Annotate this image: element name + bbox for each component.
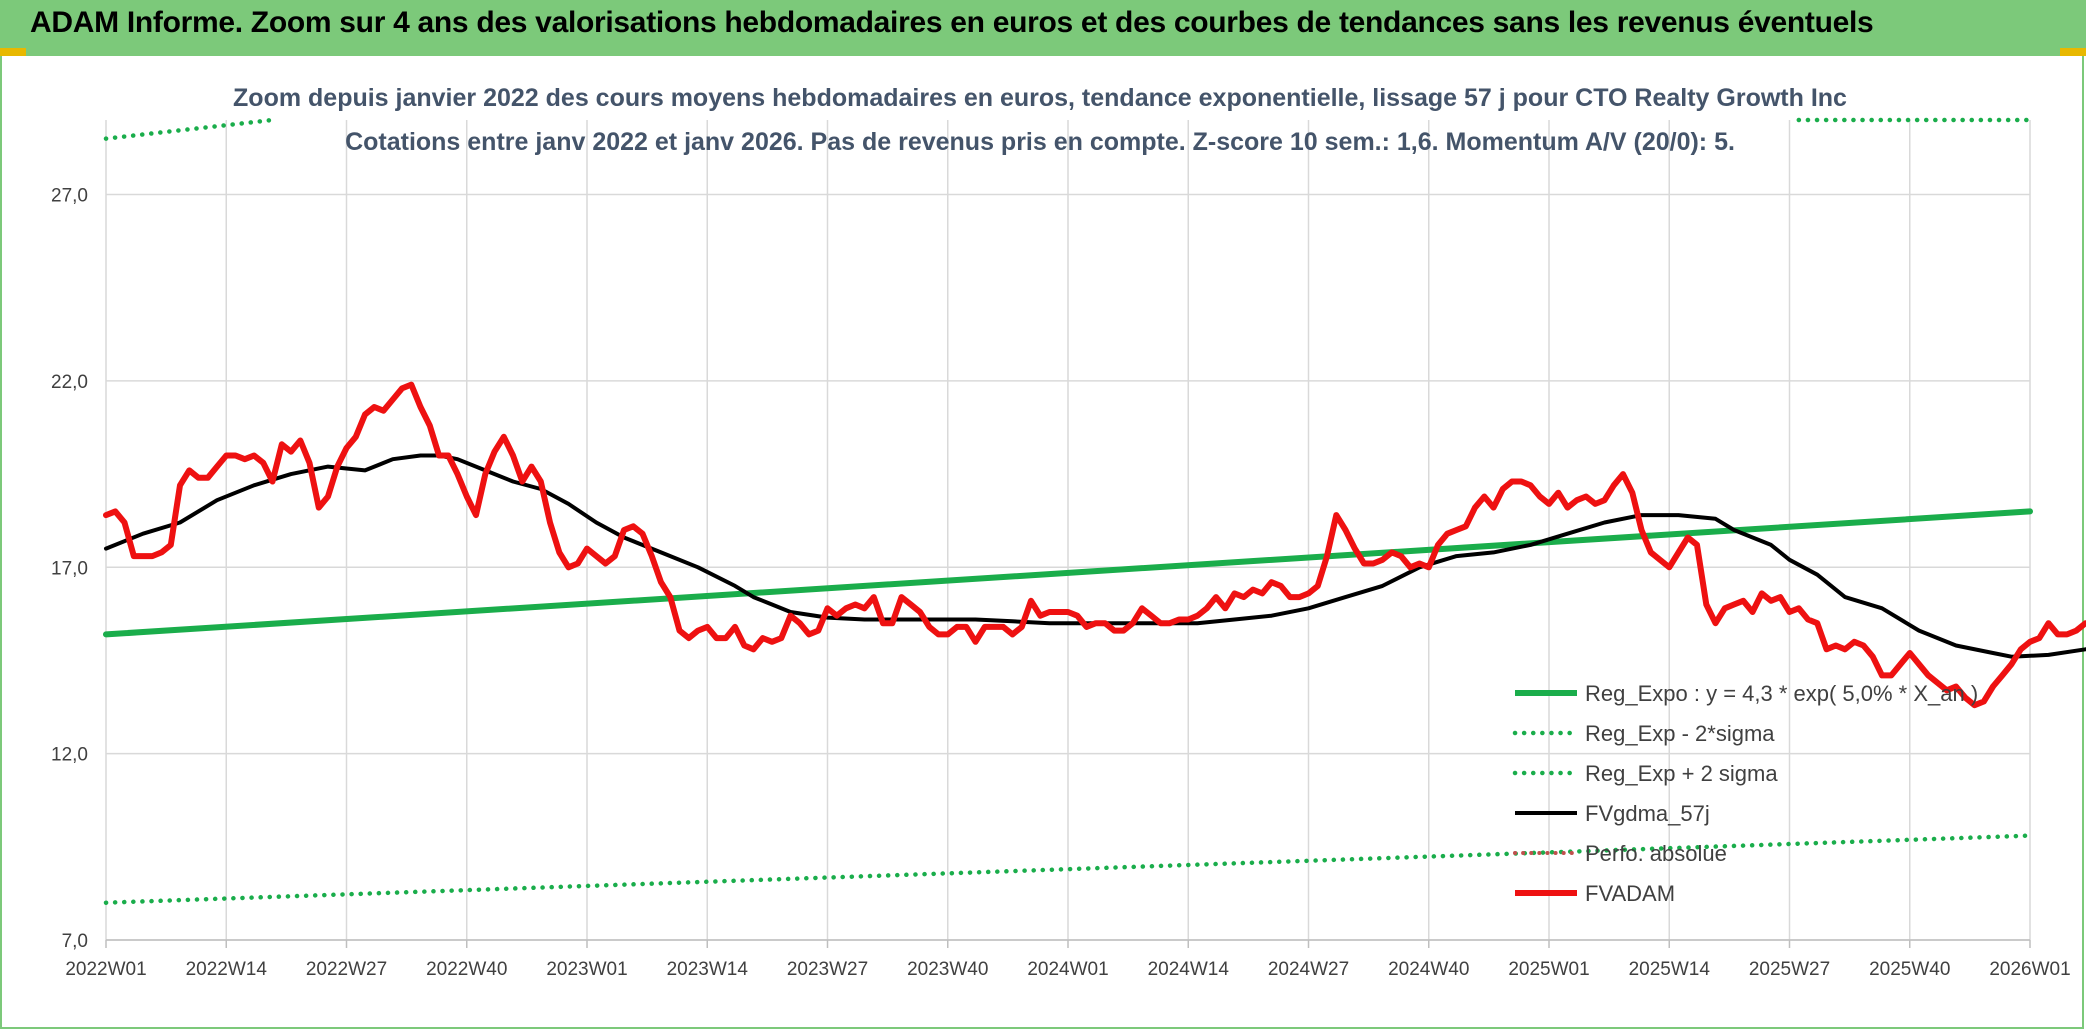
x-tick-label: 2024W14: [1148, 959, 1230, 980]
page-title: ADAM Informe. Zoom sur 4 ans des valoris…: [30, 6, 1874, 39]
x-tick-label: 2022W40: [426, 959, 507, 980]
legend-label-reg-expo-line: Reg_Expo : y = 4,3 * exp( 5,0% * X_an ): [1585, 681, 1978, 706]
x-tick-label: 2023W01: [546, 959, 627, 980]
x-tick-label: 2024W27: [1268, 959, 1349, 980]
grid: [105, 120, 2031, 941]
legend-label-reg-exp-plus-2sigma-line: Reg_Exp + 2 sigma: [1585, 761, 1778, 786]
chart-subtitle: Cotations entre janv 2022 et janv 2026. …: [345, 128, 1735, 156]
y-axis: 7,0 12,0 17,0 22,0 27,0: [51, 186, 88, 952]
y-tick-label: 27,0: [51, 186, 88, 207]
legend-label-fvgdma-57j-line: FVgdma_57j: [1585, 801, 1710, 826]
x-tick-label: 2026W01: [1989, 959, 2070, 980]
legend-label-fvadam-line: FVADAM: [1585, 881, 1675, 906]
y-tick-label: 22,0: [51, 372, 88, 393]
x-tick-label: 2023W40: [907, 959, 988, 980]
x-tick-label: 2023W14: [667, 959, 749, 980]
y-tick-label: 17,0: [51, 558, 88, 579]
x-tick-label: 2025W27: [1749, 959, 1830, 980]
x-tick-label: 2022W14: [186, 959, 268, 980]
x-tick-label: 2025W40: [1869, 959, 1950, 980]
x-tick-label: 2023W27: [787, 959, 868, 980]
reg-exp-minus-2sigma-line: [103, 833, 2033, 905]
header-banner: ADAM Informe. Zoom sur 4 ans des valoris…: [0, 0, 2086, 56]
x-tick-label: 2024W40: [1388, 959, 1469, 980]
legend-label-reg-exp-minus-2sigma-line: Reg_Exp - 2*sigma: [1585, 721, 1775, 746]
series-group: [103, 117, 2086, 905]
y-tick-label: 7,0: [62, 931, 88, 952]
fvadam-line: [103, 381, 2086, 709]
y-tick-label: 12,0: [51, 745, 88, 766]
x-tick-label: 2025W01: [1508, 959, 1589, 980]
corner-accent-left: [0, 48, 26, 56]
x-tick-label: 2024W01: [1027, 959, 1108, 980]
chart-frame: [0, 56, 2084, 1029]
x-axis: 2022W01 2022W14 2022W27 2022W40 2023W01 2023W…: [65, 939, 2071, 980]
reg-expo-line: [103, 508, 2033, 638]
corner-accent-right: [2060, 48, 2086, 56]
legend: Reg_Expo : y = 4,3 * exp( 5,0% * X_an ) R…: [1512, 681, 1978, 906]
x-tick-label: 2022W27: [306, 959, 387, 980]
chart-title: Zoom depuis janvier 2022 des cours moyen…: [233, 84, 1847, 112]
x-tick-label: 2022W01: [65, 959, 146, 980]
legend-label-perfo-absolue-line: Perfo. absolue: [1585, 841, 1727, 866]
x-tick-label: 2025W14: [1629, 959, 1711, 980]
reg-exp-plus-2sigma-line: [103, 117, 275, 141]
